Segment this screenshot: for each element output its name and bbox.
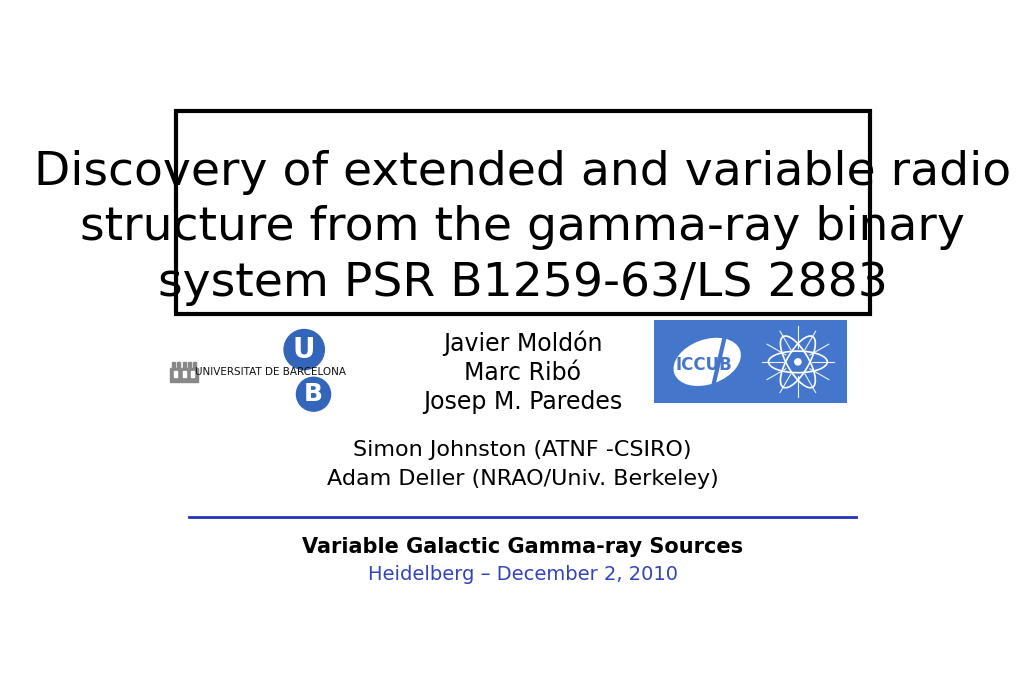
Bar bbox=[187, 362, 191, 370]
Ellipse shape bbox=[673, 338, 740, 386]
Text: Marc Ribó: Marc Ribó bbox=[464, 360, 581, 385]
Bar bbox=[191, 371, 194, 377]
Text: Heidelberg – December 2, 2010: Heidelberg – December 2, 2010 bbox=[368, 565, 677, 584]
Bar bbox=[174, 371, 177, 377]
Text: Variable Galactic Gamma-ray Sources: Variable Galactic Gamma-ray Sources bbox=[302, 537, 743, 557]
Text: UNIVERSITAT DE BARCELONA: UNIVERSITAT DE BARCELONA bbox=[196, 367, 346, 377]
Text: Adam Deller (NRAO/Univ. Berkeley): Adam Deller (NRAO/Univ. Berkeley) bbox=[326, 469, 718, 489]
Circle shape bbox=[794, 359, 800, 365]
FancyBboxPatch shape bbox=[175, 111, 869, 314]
Text: structure from the gamma-ray binary: structure from the gamma-ray binary bbox=[81, 205, 964, 250]
Text: Javier Moldón: Javier Moldón bbox=[442, 330, 602, 356]
Text: Josep M. Paredes: Josep M. Paredes bbox=[423, 390, 622, 414]
Bar bbox=[182, 362, 185, 370]
Bar bbox=[654, 320, 846, 403]
Circle shape bbox=[283, 330, 324, 370]
Bar bbox=[194, 362, 197, 370]
Bar bbox=[171, 362, 174, 370]
Text: system PSR B1259-63/LS 2883: system PSR B1259-63/LS 2883 bbox=[158, 261, 887, 306]
Bar bbox=[177, 362, 180, 370]
Text: Discovery of extended and variable radio: Discovery of extended and variable radio bbox=[35, 150, 1010, 195]
Text: B: B bbox=[304, 382, 323, 406]
Bar bbox=[170, 368, 198, 382]
Text: ICCUB: ICCUB bbox=[675, 356, 732, 374]
Text: U: U bbox=[292, 335, 315, 364]
Bar bbox=[182, 371, 185, 377]
Circle shape bbox=[297, 377, 330, 411]
Text: Simon Johnston (ATNF -CSIRO): Simon Johnston (ATNF -CSIRO) bbox=[354, 440, 691, 460]
